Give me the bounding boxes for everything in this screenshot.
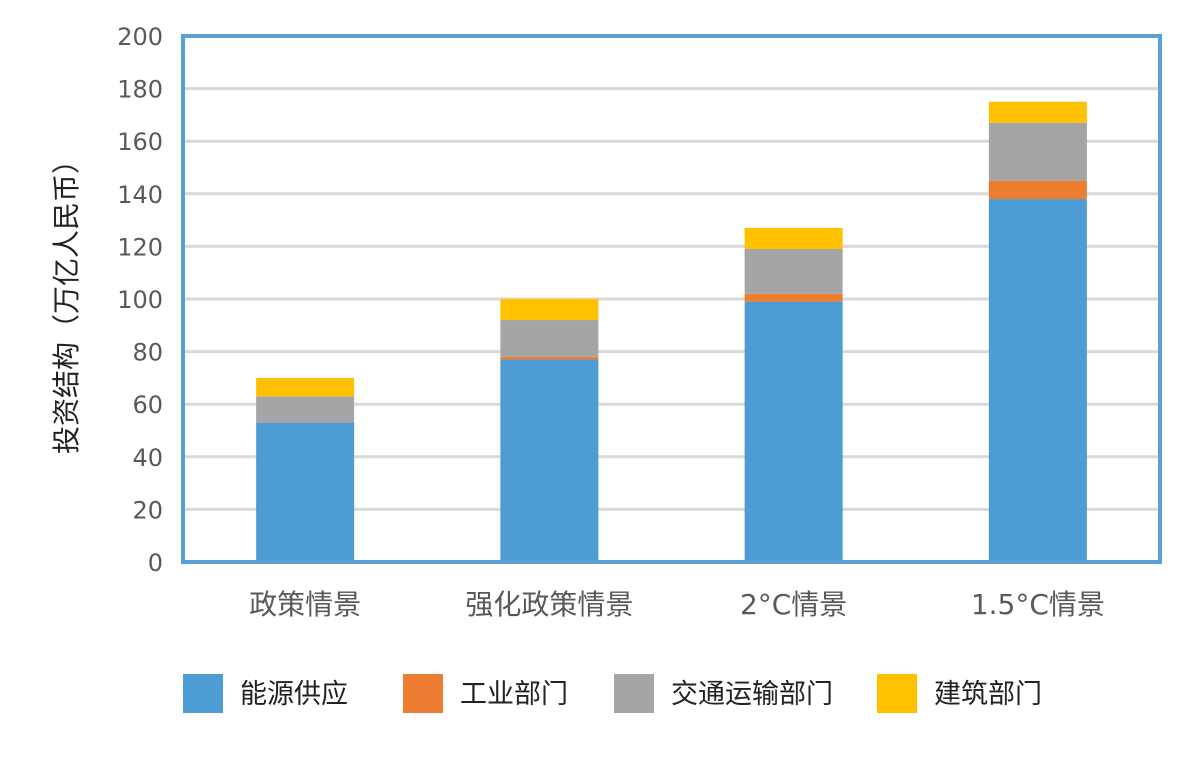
y-tick-label: 20 bbox=[132, 496, 163, 524]
y-tick-label: 180 bbox=[117, 76, 163, 104]
bar-segment bbox=[500, 359, 599, 562]
y-tick-label: 120 bbox=[117, 233, 163, 261]
legend-swatch bbox=[877, 674, 917, 713]
x-category-label: 1.5°C情景 bbox=[971, 588, 1105, 621]
bar-segment bbox=[988, 101, 1087, 123]
bar-segment bbox=[500, 299, 599, 321]
bar-segment bbox=[988, 199, 1087, 562]
y-tick-label: 160 bbox=[117, 128, 163, 156]
legend-label: 建筑部门 bbox=[934, 679, 1042, 710]
bar-segment bbox=[500, 320, 599, 357]
x-category-label: 2°C情景 bbox=[740, 588, 847, 621]
y-tick-label: 100 bbox=[117, 286, 163, 314]
y-axis-label: 投资结构（万亿人民币） bbox=[50, 146, 83, 454]
legend-label: 能源供应 bbox=[240, 679, 348, 710]
legend-label: 工业部门 bbox=[460, 679, 568, 710]
y-tick-label: 60 bbox=[132, 391, 163, 419]
bar-segment bbox=[744, 249, 843, 294]
bar-segment bbox=[988, 122, 1087, 181]
bar-segment bbox=[256, 396, 355, 423]
y-tick-label: 80 bbox=[132, 339, 163, 367]
y-axis-ticks: 0 20 40 60 80 100 120 140 160 180 200 bbox=[117, 23, 163, 577]
legend-swatch bbox=[403, 674, 443, 713]
bars bbox=[256, 101, 1087, 562]
bar-segment bbox=[744, 301, 843, 562]
y-tick-label: 40 bbox=[132, 444, 163, 472]
y-tick-label: 200 bbox=[117, 23, 163, 51]
plot-area-border bbox=[181, 34, 1162, 564]
bar-segment bbox=[256, 422, 355, 562]
x-axis-categories: 政策情景 强化政策情景 2°C情景 1.5°C情景 bbox=[249, 588, 1105, 621]
bar-segment bbox=[256, 377, 355, 397]
x-category-label: 政策情景 bbox=[249, 588, 361, 621]
legend: 能源供应 工业部门 交通运输部门 建筑部门 bbox=[183, 674, 1042, 713]
y-tick-label: 140 bbox=[117, 181, 163, 209]
legend-label: 交通运输部门 bbox=[671, 679, 833, 710]
legend-swatch bbox=[614, 674, 654, 713]
bar-segment bbox=[744, 293, 843, 302]
bar-segment bbox=[744, 227, 843, 250]
x-category-label: 强化政策情景 bbox=[465, 588, 633, 621]
y-tick-label: 0 bbox=[148, 549, 163, 577]
bar-segment bbox=[988, 180, 1087, 200]
bar-segment bbox=[500, 356, 599, 360]
legend-swatch bbox=[183, 674, 223, 713]
